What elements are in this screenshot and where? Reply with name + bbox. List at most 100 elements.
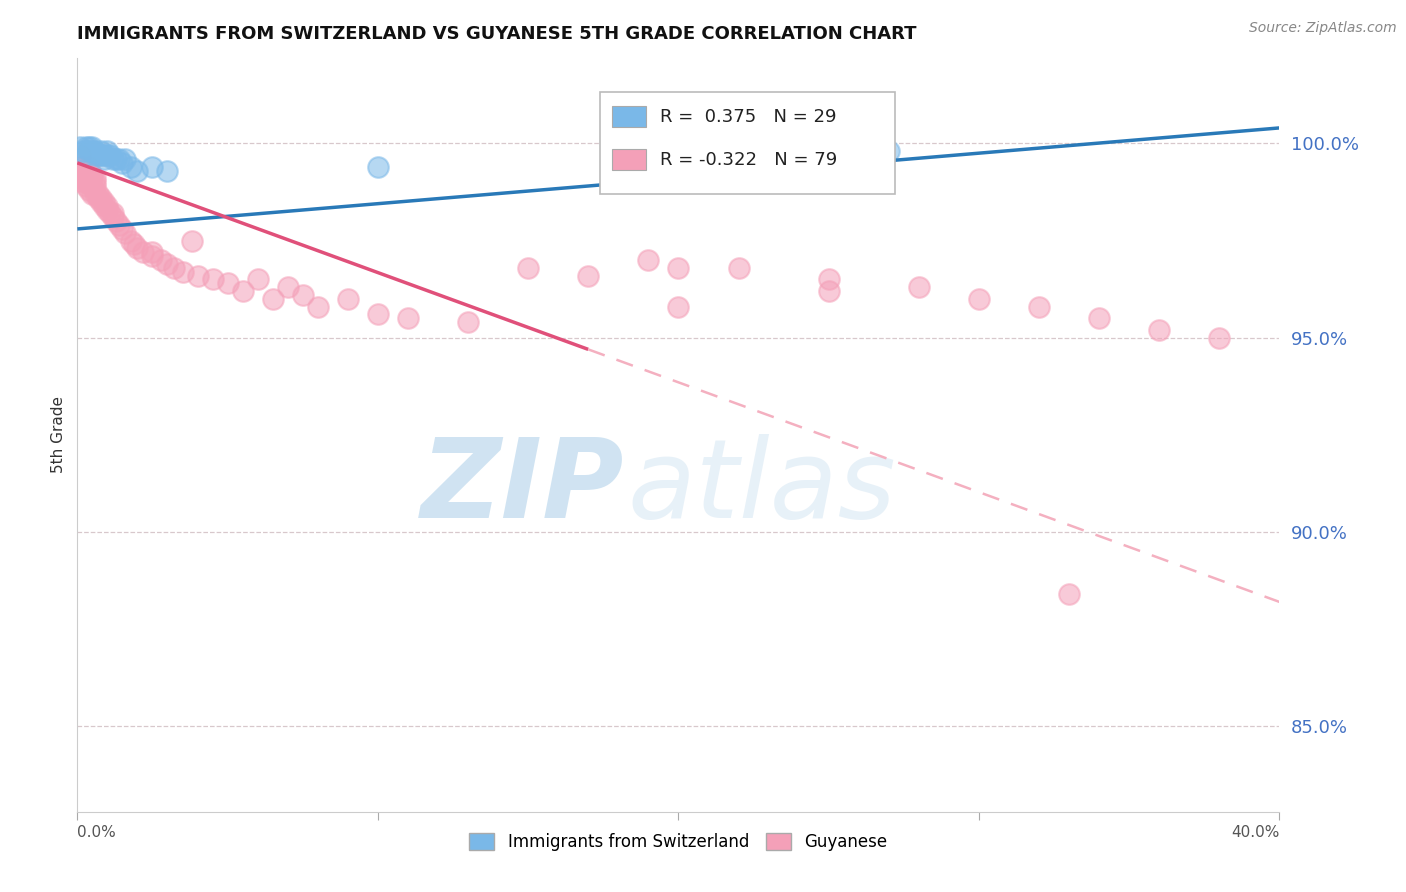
Point: [93, 194, 115, 209]
Point: [668, 260, 690, 275]
Point: [84, 179, 107, 194]
Bar: [612, 106, 645, 128]
Point: [79, 140, 101, 154]
Point: [517, 260, 540, 275]
Point: [75, 179, 97, 194]
Text: atlas: atlas: [628, 434, 897, 541]
Point: [79, 175, 101, 189]
Point: [75, 163, 97, 178]
Point: [93, 152, 115, 166]
Point: [72, 168, 94, 182]
Point: [103, 206, 125, 220]
Point: [396, 311, 419, 326]
Point: [246, 272, 269, 286]
Point: [817, 272, 839, 286]
Point: [162, 260, 184, 275]
Point: [75, 148, 97, 162]
Point: [367, 307, 389, 321]
Point: [172, 265, 194, 279]
Point: [180, 234, 202, 248]
Point: [82, 140, 104, 154]
Point: [336, 292, 359, 306]
Point: [72, 145, 94, 159]
Point: [457, 315, 479, 329]
Point: [1088, 311, 1111, 326]
Point: [150, 252, 173, 267]
Point: [668, 300, 690, 314]
Point: [90, 145, 112, 159]
Point: [817, 284, 839, 298]
Point: [120, 160, 142, 174]
Point: [82, 171, 104, 186]
Point: [111, 222, 134, 236]
Y-axis label: 5th Grade: 5th Grade: [51, 396, 66, 474]
Point: [90, 194, 112, 209]
Point: [87, 191, 110, 205]
Point: [84, 175, 107, 189]
Point: [72, 175, 94, 189]
Point: [84, 186, 107, 201]
Text: 40.0%: 40.0%: [1232, 825, 1279, 840]
Point: [93, 199, 115, 213]
Point: [186, 268, 209, 283]
Point: [100, 206, 122, 220]
Point: [367, 160, 389, 174]
Point: [96, 199, 118, 213]
Point: [291, 288, 314, 302]
Text: ZIP: ZIP: [420, 434, 624, 541]
Point: [120, 234, 142, 248]
Point: [87, 148, 110, 162]
Point: [82, 145, 104, 159]
FancyBboxPatch shape: [600, 92, 894, 194]
Point: [108, 218, 131, 232]
Point: [69, 160, 91, 174]
Point: [124, 237, 146, 252]
Point: [262, 292, 284, 306]
Point: [307, 300, 329, 314]
Point: [1208, 331, 1230, 345]
Point: [82, 168, 104, 182]
Text: IMMIGRANTS FROM SWITZERLAND VS GUYANESE 5TH GRADE CORRELATION CHART: IMMIGRANTS FROM SWITZERLAND VS GUYANESE …: [77, 25, 917, 43]
Point: [93, 148, 115, 162]
Point: [127, 163, 149, 178]
Point: [75, 175, 97, 189]
Point: [84, 145, 107, 159]
Point: [84, 171, 107, 186]
Point: [96, 202, 118, 217]
Text: R = -0.322   N = 79: R = -0.322 N = 79: [661, 151, 838, 169]
Point: [108, 152, 131, 166]
Bar: [612, 149, 645, 170]
Point: [1149, 323, 1171, 337]
Legend: Immigrants from Switzerland, Guyanese: Immigrants from Switzerland, Guyanese: [463, 826, 894, 857]
Point: [87, 186, 110, 201]
Point: [75, 168, 97, 182]
Text: 0.0%: 0.0%: [77, 825, 117, 840]
Point: [201, 272, 224, 286]
Point: [105, 152, 128, 166]
Point: [277, 280, 299, 294]
Point: [105, 214, 128, 228]
Point: [156, 163, 179, 178]
Point: [72, 160, 94, 174]
Point: [79, 160, 101, 174]
Point: [69, 148, 91, 162]
Point: [1028, 300, 1050, 314]
Point: [908, 280, 931, 294]
Point: [100, 148, 122, 162]
Point: [727, 260, 749, 275]
Point: [877, 145, 900, 159]
Point: [90, 191, 112, 205]
Point: [141, 249, 163, 263]
Point: [96, 148, 118, 162]
Point: [69, 140, 91, 154]
Point: [141, 245, 163, 260]
Point: [114, 152, 136, 166]
Text: R =  0.375   N = 29: R = 0.375 N = 29: [661, 108, 837, 126]
Point: [697, 136, 720, 151]
Point: [127, 241, 149, 255]
Point: [96, 145, 118, 159]
Text: Source: ZipAtlas.com: Source: ZipAtlas.com: [1249, 21, 1396, 35]
Point: [967, 292, 990, 306]
Point: [132, 245, 155, 260]
Point: [79, 145, 101, 159]
